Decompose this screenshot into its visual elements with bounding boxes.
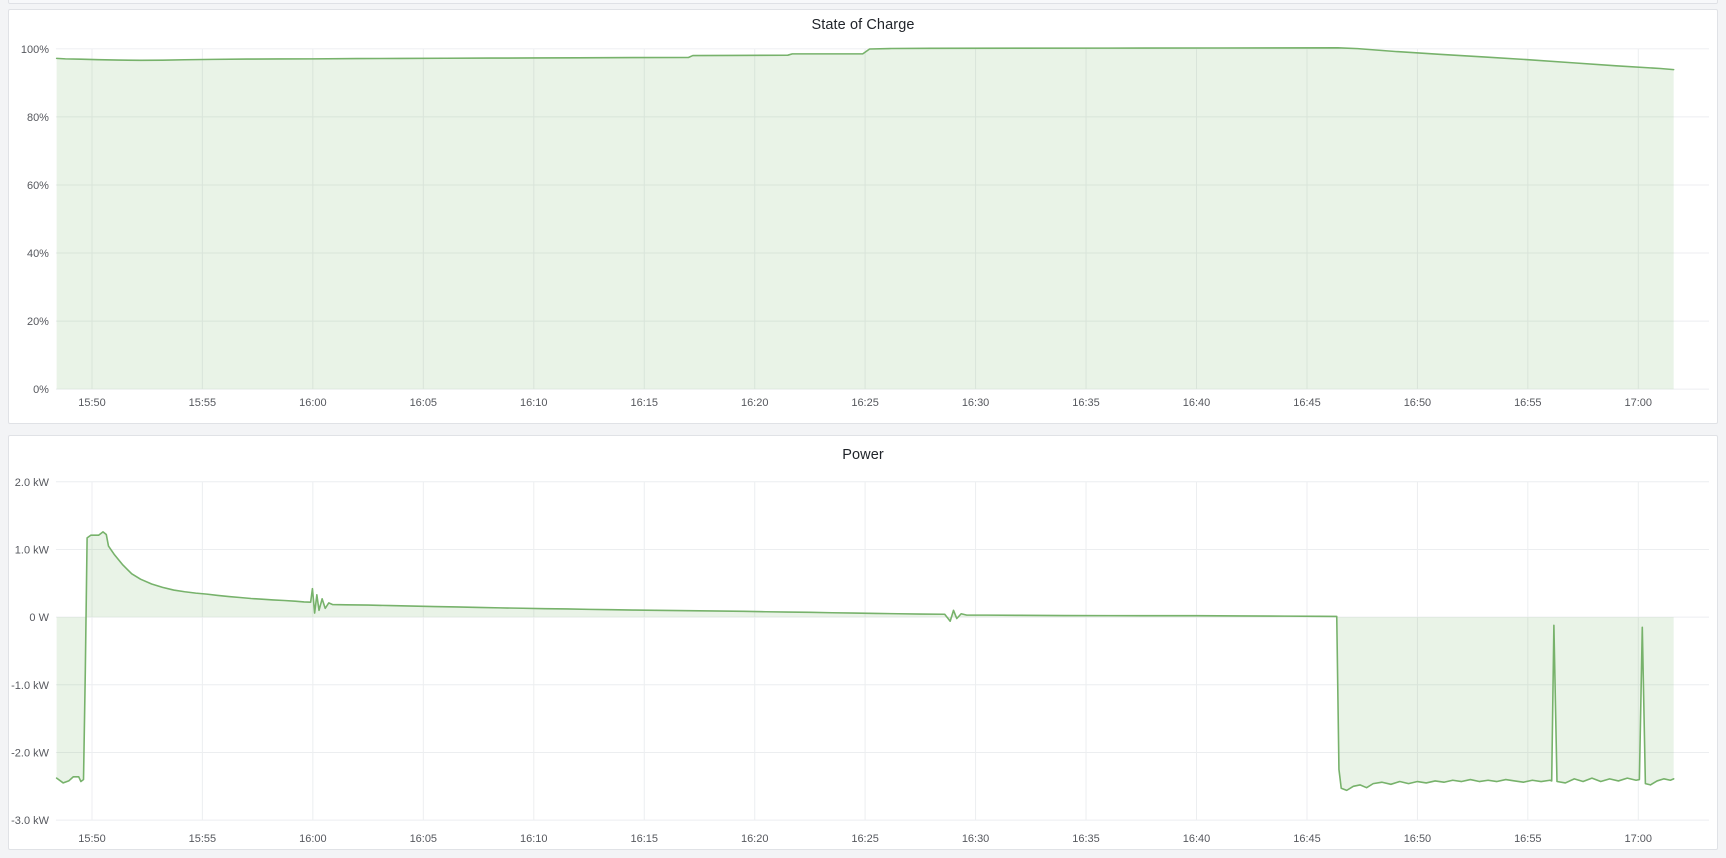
x-axis-tick-labels: 15:50 15:55 16:00 16:05 16:10 16:15 16:20 16:25… <box>78 833 1652 845</box>
y-tick-label: 20% <box>27 316 49 328</box>
x-tick-label: 16:35 <box>1072 833 1099 845</box>
x-tick-label: 16:45 <box>1293 833 1320 845</box>
y-tick-label: 0 W <box>29 612 49 624</box>
x-tick-label: 16:50 <box>1404 397 1431 409</box>
x-tick-label: 16:20 <box>741 397 768 409</box>
x-tick-label: 16:05 <box>410 833 437 845</box>
x-tick-label: 16:15 <box>631 833 658 845</box>
x-tick-label: 16:35 <box>1072 397 1099 409</box>
cropped-panel-above <box>8 0 1718 4</box>
x-tick-label: 16:05 <box>410 397 437 409</box>
panel-state-of-charge: State of Charge 100% 80% 60% 40% 20% 0% 15:50 1… <box>8 9 1718 424</box>
x-axis-tick-labels: 15:50 15:55 16:00 16:05 16:10 16:15 16:20 16:25… <box>78 397 1652 409</box>
x-tick-label: 15:50 <box>78 397 105 409</box>
y-tick-label: 0% <box>33 384 49 396</box>
x-tick-label: 16:45 <box>1293 397 1320 409</box>
state-of-charge-line <box>55 47 1675 71</box>
y-tick-label: 80% <box>27 112 49 124</box>
x-tick-label: 16:55 <box>1514 397 1541 409</box>
x-tick-label: 16:15 <box>631 397 658 409</box>
x-tick-label: 16:10 <box>520 397 547 409</box>
x-tick-label: 17:00 <box>1625 833 1652 845</box>
x-tick-label: 15:55 <box>189 833 216 845</box>
y-tick-label: 2.0 kW <box>15 477 50 489</box>
x-tick-label: 16:00 <box>299 397 326 409</box>
state-of-charge-chart[interactable]: 100% 80% 60% 40% 20% 0% 15:50 15:55 16:00 16:05 16… <box>9 10 1717 423</box>
state-of-charge-area <box>56 47 1674 390</box>
y-tick-label: 100% <box>21 44 49 56</box>
panel-title-state-of-charge[interactable]: State of Charge <box>811 17 915 33</box>
y-tick-label: -2.0 kW <box>11 747 49 759</box>
grid <box>55 48 1710 390</box>
x-tick-label: 16:40 <box>1183 833 1210 845</box>
x-tick-label: 17:00 <box>1625 397 1652 409</box>
y-tick-label: -1.0 kW <box>11 680 49 692</box>
y-tick-label: 1.0 kW <box>15 544 50 556</box>
x-tick-label: 16:30 <box>962 833 989 845</box>
x-tick-label: 16:00 <box>299 833 326 845</box>
x-tick-label: 15:55 <box>189 397 216 409</box>
x-tick-label: 16:55 <box>1514 833 1541 845</box>
y-tick-label: -3.0 kW <box>11 815 49 827</box>
x-tick-label: 16:25 <box>851 397 878 409</box>
x-tick-label: 16:20 <box>741 833 768 845</box>
power-area <box>56 531 1674 791</box>
grid <box>55 481 1710 821</box>
panel-power: Power 2.0 kW 1.0 kW 0 W -1.0 kW -2.0 kW -3.0 … <box>8 435 1718 850</box>
y-tick-label: 40% <box>27 248 49 260</box>
y-axis-tick-labels: 2.0 kW 1.0 kW 0 W -1.0 kW -2.0 kW -3.0 kW <box>11 477 49 827</box>
power-chart[interactable]: 2.0 kW 1.0 kW 0 W -1.0 kW -2.0 kW -3.0 kW 15:5… <box>9 436 1717 849</box>
x-tick-label: 16:25 <box>851 833 878 845</box>
panel-title-power[interactable]: Power <box>842 447 884 463</box>
y-tick-label: 60% <box>27 180 49 192</box>
x-tick-label: 16:10 <box>520 833 547 845</box>
x-tick-label: 16:30 <box>962 397 989 409</box>
power-line <box>55 531 1675 792</box>
x-tick-label: 16:40 <box>1183 397 1210 409</box>
y-axis-tick-labels: 100% 80% 60% 40% 20% 0% <box>21 44 49 396</box>
x-tick-label: 16:50 <box>1404 833 1431 845</box>
x-tick-label: 15:50 <box>78 833 105 845</box>
